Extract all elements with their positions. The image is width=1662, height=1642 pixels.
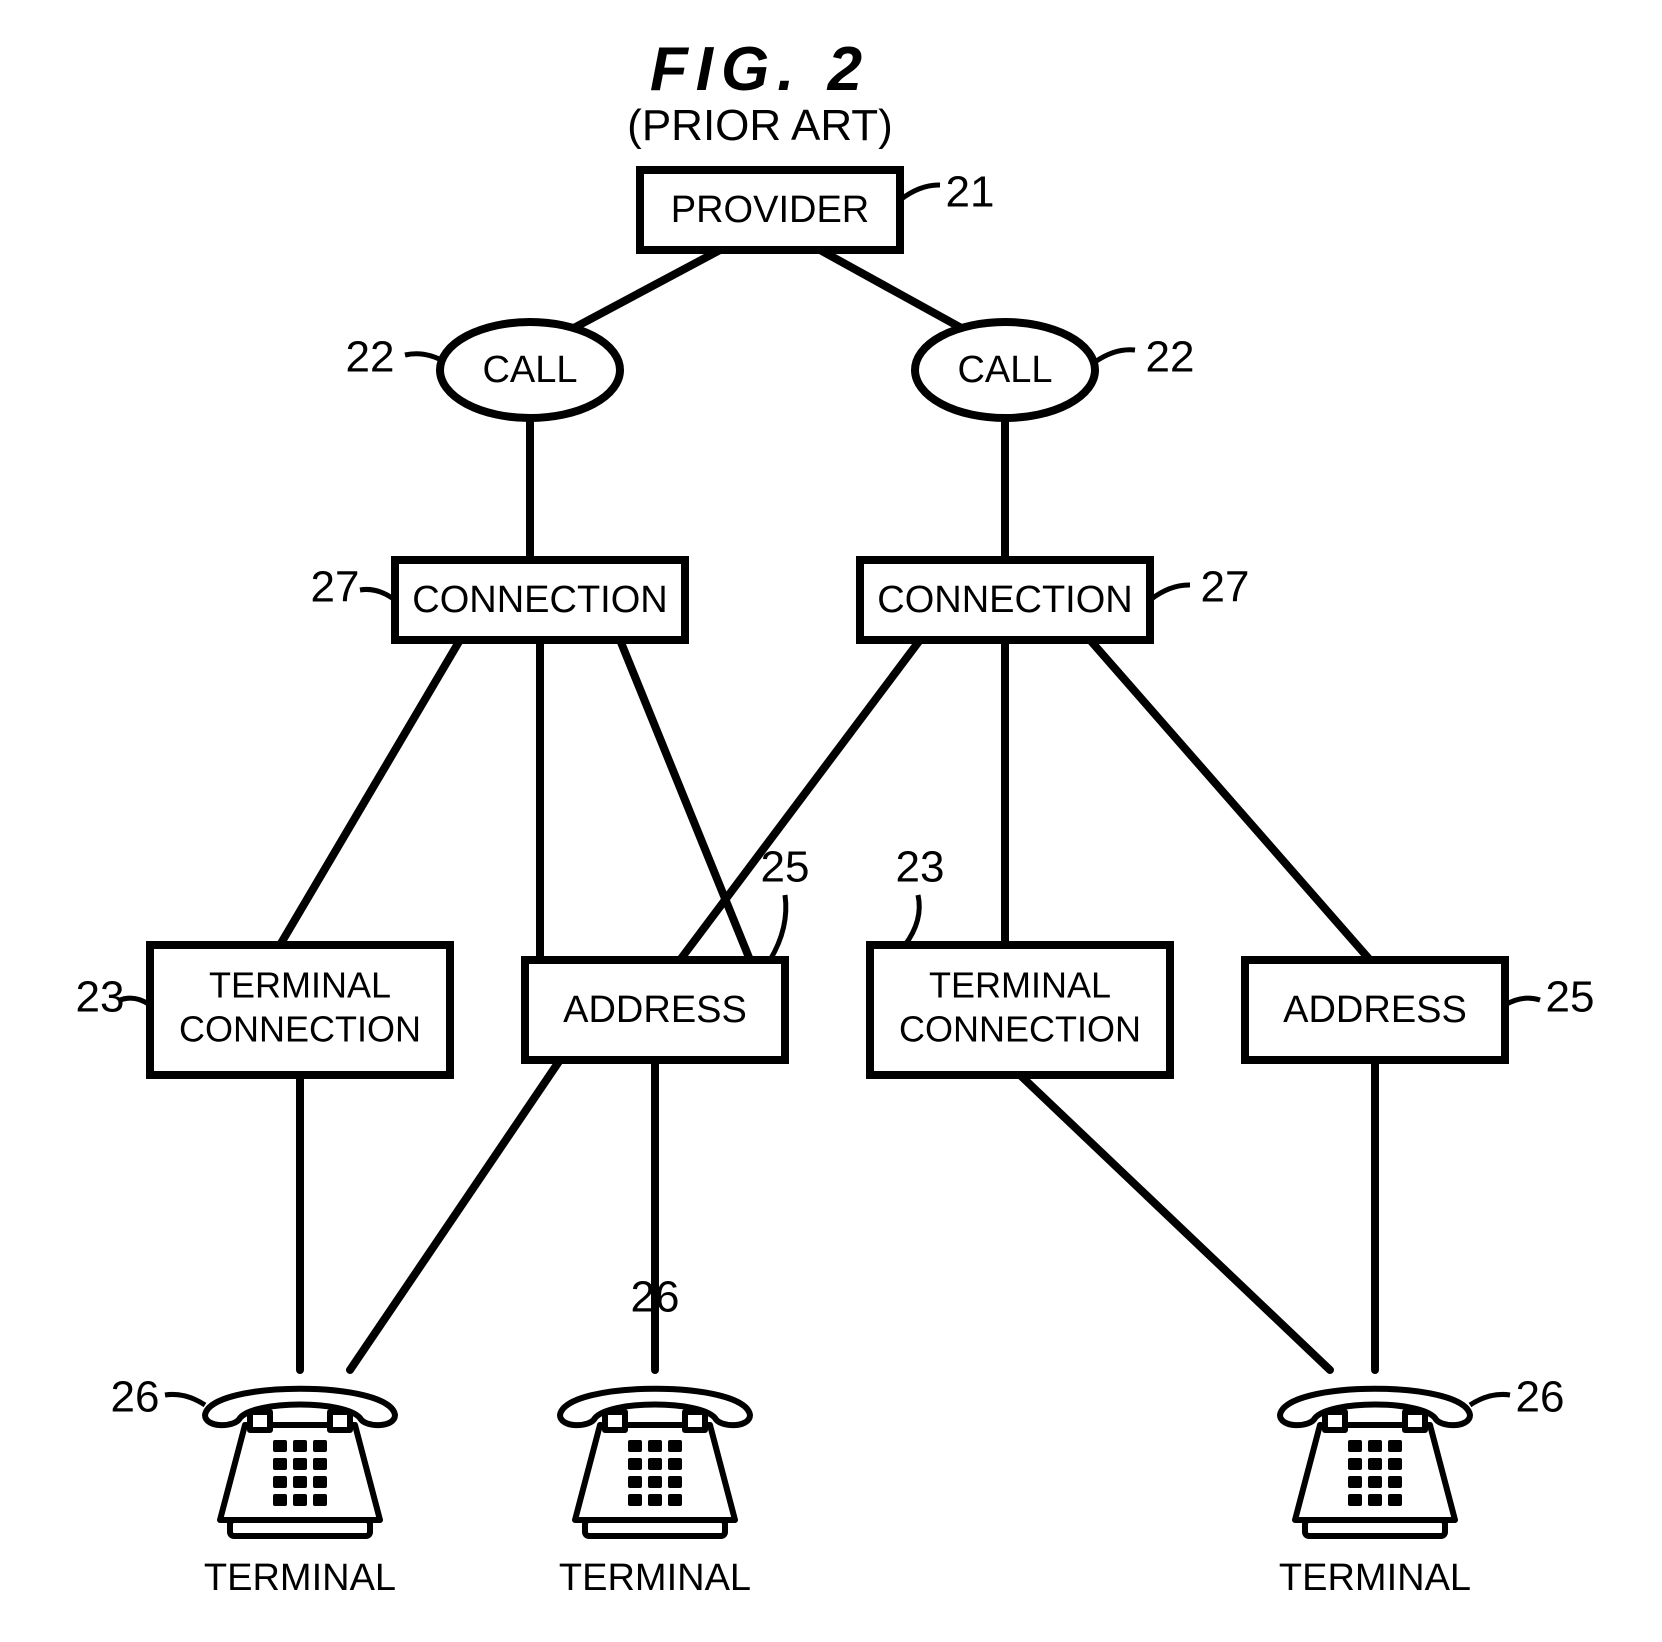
node-label: CALL bbox=[957, 349, 1052, 391]
ref-leader bbox=[1095, 350, 1135, 362]
ref-leader bbox=[1150, 585, 1190, 600]
telephone-icon bbox=[205, 1389, 395, 1536]
ref-leader bbox=[1470, 1394, 1510, 1405]
ref-number: 23 bbox=[76, 973, 125, 1022]
ref-leader bbox=[770, 895, 786, 960]
ref-leader bbox=[120, 998, 150, 1005]
ref-number: 22 bbox=[346, 333, 395, 382]
node-label: CALL bbox=[482, 349, 577, 391]
ref-leader bbox=[905, 895, 919, 945]
node-label: ADDRESS bbox=[563, 989, 747, 1031]
ref-leader bbox=[360, 589, 395, 600]
edge bbox=[820, 250, 965, 330]
ref-number: 26 bbox=[111, 1373, 160, 1422]
edge bbox=[1090, 640, 1370, 960]
ref-number: 21 bbox=[946, 168, 995, 217]
edge bbox=[620, 640, 750, 960]
ref-number: 26 bbox=[1516, 1373, 1565, 1422]
ref-number: 27 bbox=[1201, 563, 1250, 612]
ref-number: 25 bbox=[761, 843, 810, 892]
ref-number: 22 bbox=[1146, 333, 1195, 382]
edge bbox=[350, 1060, 560, 1370]
edge bbox=[280, 640, 460, 945]
ref-number: 23 bbox=[896, 843, 945, 892]
ref-leader bbox=[1505, 998, 1540, 1005]
edge bbox=[1020, 1075, 1330, 1370]
figure-subtitle: (PRIOR ART) bbox=[627, 101, 893, 150]
node-label: ADDRESS bbox=[1283, 989, 1467, 1031]
telephone-icon bbox=[1280, 1389, 1470, 1536]
node-label: TERMINAL bbox=[209, 965, 391, 1006]
ref-leader bbox=[405, 354, 445, 362]
ref-leader bbox=[900, 185, 940, 200]
ref-number: 25 bbox=[1546, 973, 1595, 1022]
node-label: PROVIDER bbox=[671, 189, 869, 231]
telephone-icon bbox=[560, 1389, 750, 1536]
node-label: CONNECTION bbox=[412, 579, 667, 621]
edge bbox=[680, 640, 920, 960]
terminal-label: TERMINAL bbox=[1279, 1557, 1471, 1599]
terminal-label: TERMINAL bbox=[204, 1557, 396, 1599]
node-label: CONNECTION bbox=[877, 579, 1132, 621]
ref-number: 26 bbox=[631, 1273, 680, 1322]
terminal-label: TERMINAL bbox=[559, 1557, 751, 1599]
figure-title: FIG. 2 bbox=[650, 35, 870, 104]
ref-leader bbox=[165, 1394, 205, 1405]
node-label: CONNECTION bbox=[179, 1009, 421, 1050]
node-label: CONNECTION bbox=[899, 1009, 1141, 1050]
edge bbox=[570, 250, 720, 330]
ref-number: 27 bbox=[311, 563, 360, 612]
node-label: TERMINAL bbox=[929, 965, 1111, 1006]
